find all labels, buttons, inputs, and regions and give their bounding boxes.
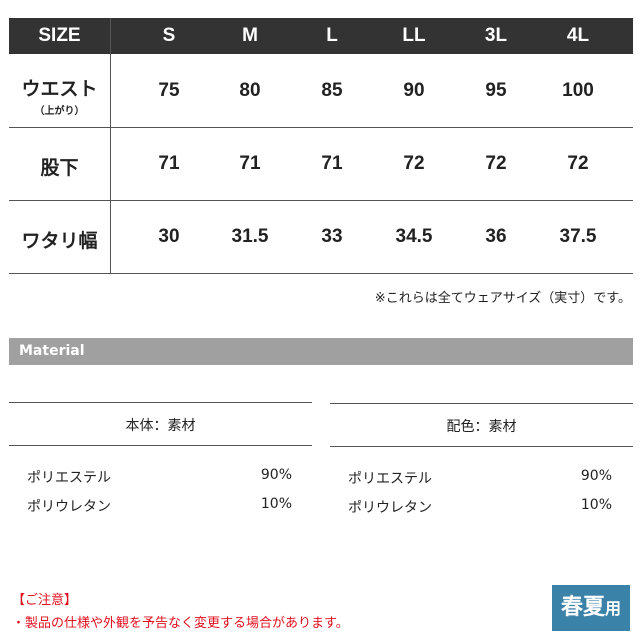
size-value-cell: 31.5 xyxy=(231,226,269,247)
size-value-cell: 80 xyxy=(239,80,261,101)
material-divider xyxy=(9,445,312,446)
size-value-cell: 34.5 xyxy=(395,226,433,247)
size-s: S xyxy=(162,25,176,46)
badge-suffix: 用 xyxy=(605,599,622,618)
size-value-cell: 85 xyxy=(321,80,343,101)
material-divider xyxy=(330,446,633,447)
size-m: M xyxy=(242,25,258,46)
size-value-cell: 71 xyxy=(321,153,343,174)
material-divider xyxy=(9,402,312,403)
size-4l: 4L xyxy=(566,25,590,46)
material-bar: Material xyxy=(9,338,633,365)
spring-summer-badge: 春夏用 xyxy=(552,585,630,631)
material-name: ポリエステル xyxy=(348,471,432,487)
size-value-cell: 71 xyxy=(158,153,180,174)
size-value-cell: 72 xyxy=(403,153,425,174)
material-pct: 90% xyxy=(260,467,292,483)
waist-label: ウエスト xyxy=(21,78,98,100)
size-value-cell: 30 xyxy=(158,226,180,247)
material-name: ポリウレタン xyxy=(27,499,111,515)
badge-main: 春夏 xyxy=(560,595,605,620)
row-label-inseam: 股下 xyxy=(40,157,79,179)
row-label-thigh: ワタリ幅 xyxy=(21,230,98,252)
size-value-cell: 75 xyxy=(158,80,180,101)
row-label-waist: ウエスト （上がり） xyxy=(9,74,110,117)
size-3l: 3L xyxy=(484,25,508,46)
size-note: ※これらは全てウェアサイズ（実寸）です。 xyxy=(374,291,631,306)
size-table-header: SIZE S M L LL 3L 4L xyxy=(9,18,633,54)
size-value-cell: 100 xyxy=(562,80,594,101)
row-divider xyxy=(9,127,633,128)
material-divider xyxy=(330,403,633,404)
caution-text: ・製品の仕様や外観を予告なく変更する場合があります。 xyxy=(12,616,349,631)
size-value-cell: 37.5 xyxy=(559,226,597,247)
size-value-cell: 71 xyxy=(239,153,261,174)
row-divider xyxy=(9,200,633,201)
size-value-cell: 33 xyxy=(321,226,343,247)
material-pct: 10% xyxy=(260,496,292,512)
size-ll: LL xyxy=(402,25,426,46)
material-pct: 90% xyxy=(580,468,612,484)
row-divider xyxy=(9,273,633,274)
caution-title: 【ご注意】 xyxy=(12,593,78,608)
size-l: L xyxy=(326,25,338,46)
size-header-label: SIZE xyxy=(38,25,81,46)
size-value-cell: 95 xyxy=(485,80,507,101)
size-value-cell: 72 xyxy=(485,153,507,174)
size-value-cell: 90 xyxy=(403,80,425,101)
size-value-cell: 36 xyxy=(485,226,507,247)
material-pct: 10% xyxy=(580,497,612,513)
body-material-heading: 本体：素材 xyxy=(125,418,196,434)
trim-material-heading: 配色：素材 xyxy=(446,419,517,435)
column-divider xyxy=(110,18,111,273)
material-name: ポリウレタン xyxy=(348,500,432,516)
material-title: Material xyxy=(19,343,85,359)
material-name: ポリエステル xyxy=(27,470,111,486)
size-value-cell: 72 xyxy=(567,153,589,174)
waist-sublabel: （上がり） xyxy=(34,106,85,117)
